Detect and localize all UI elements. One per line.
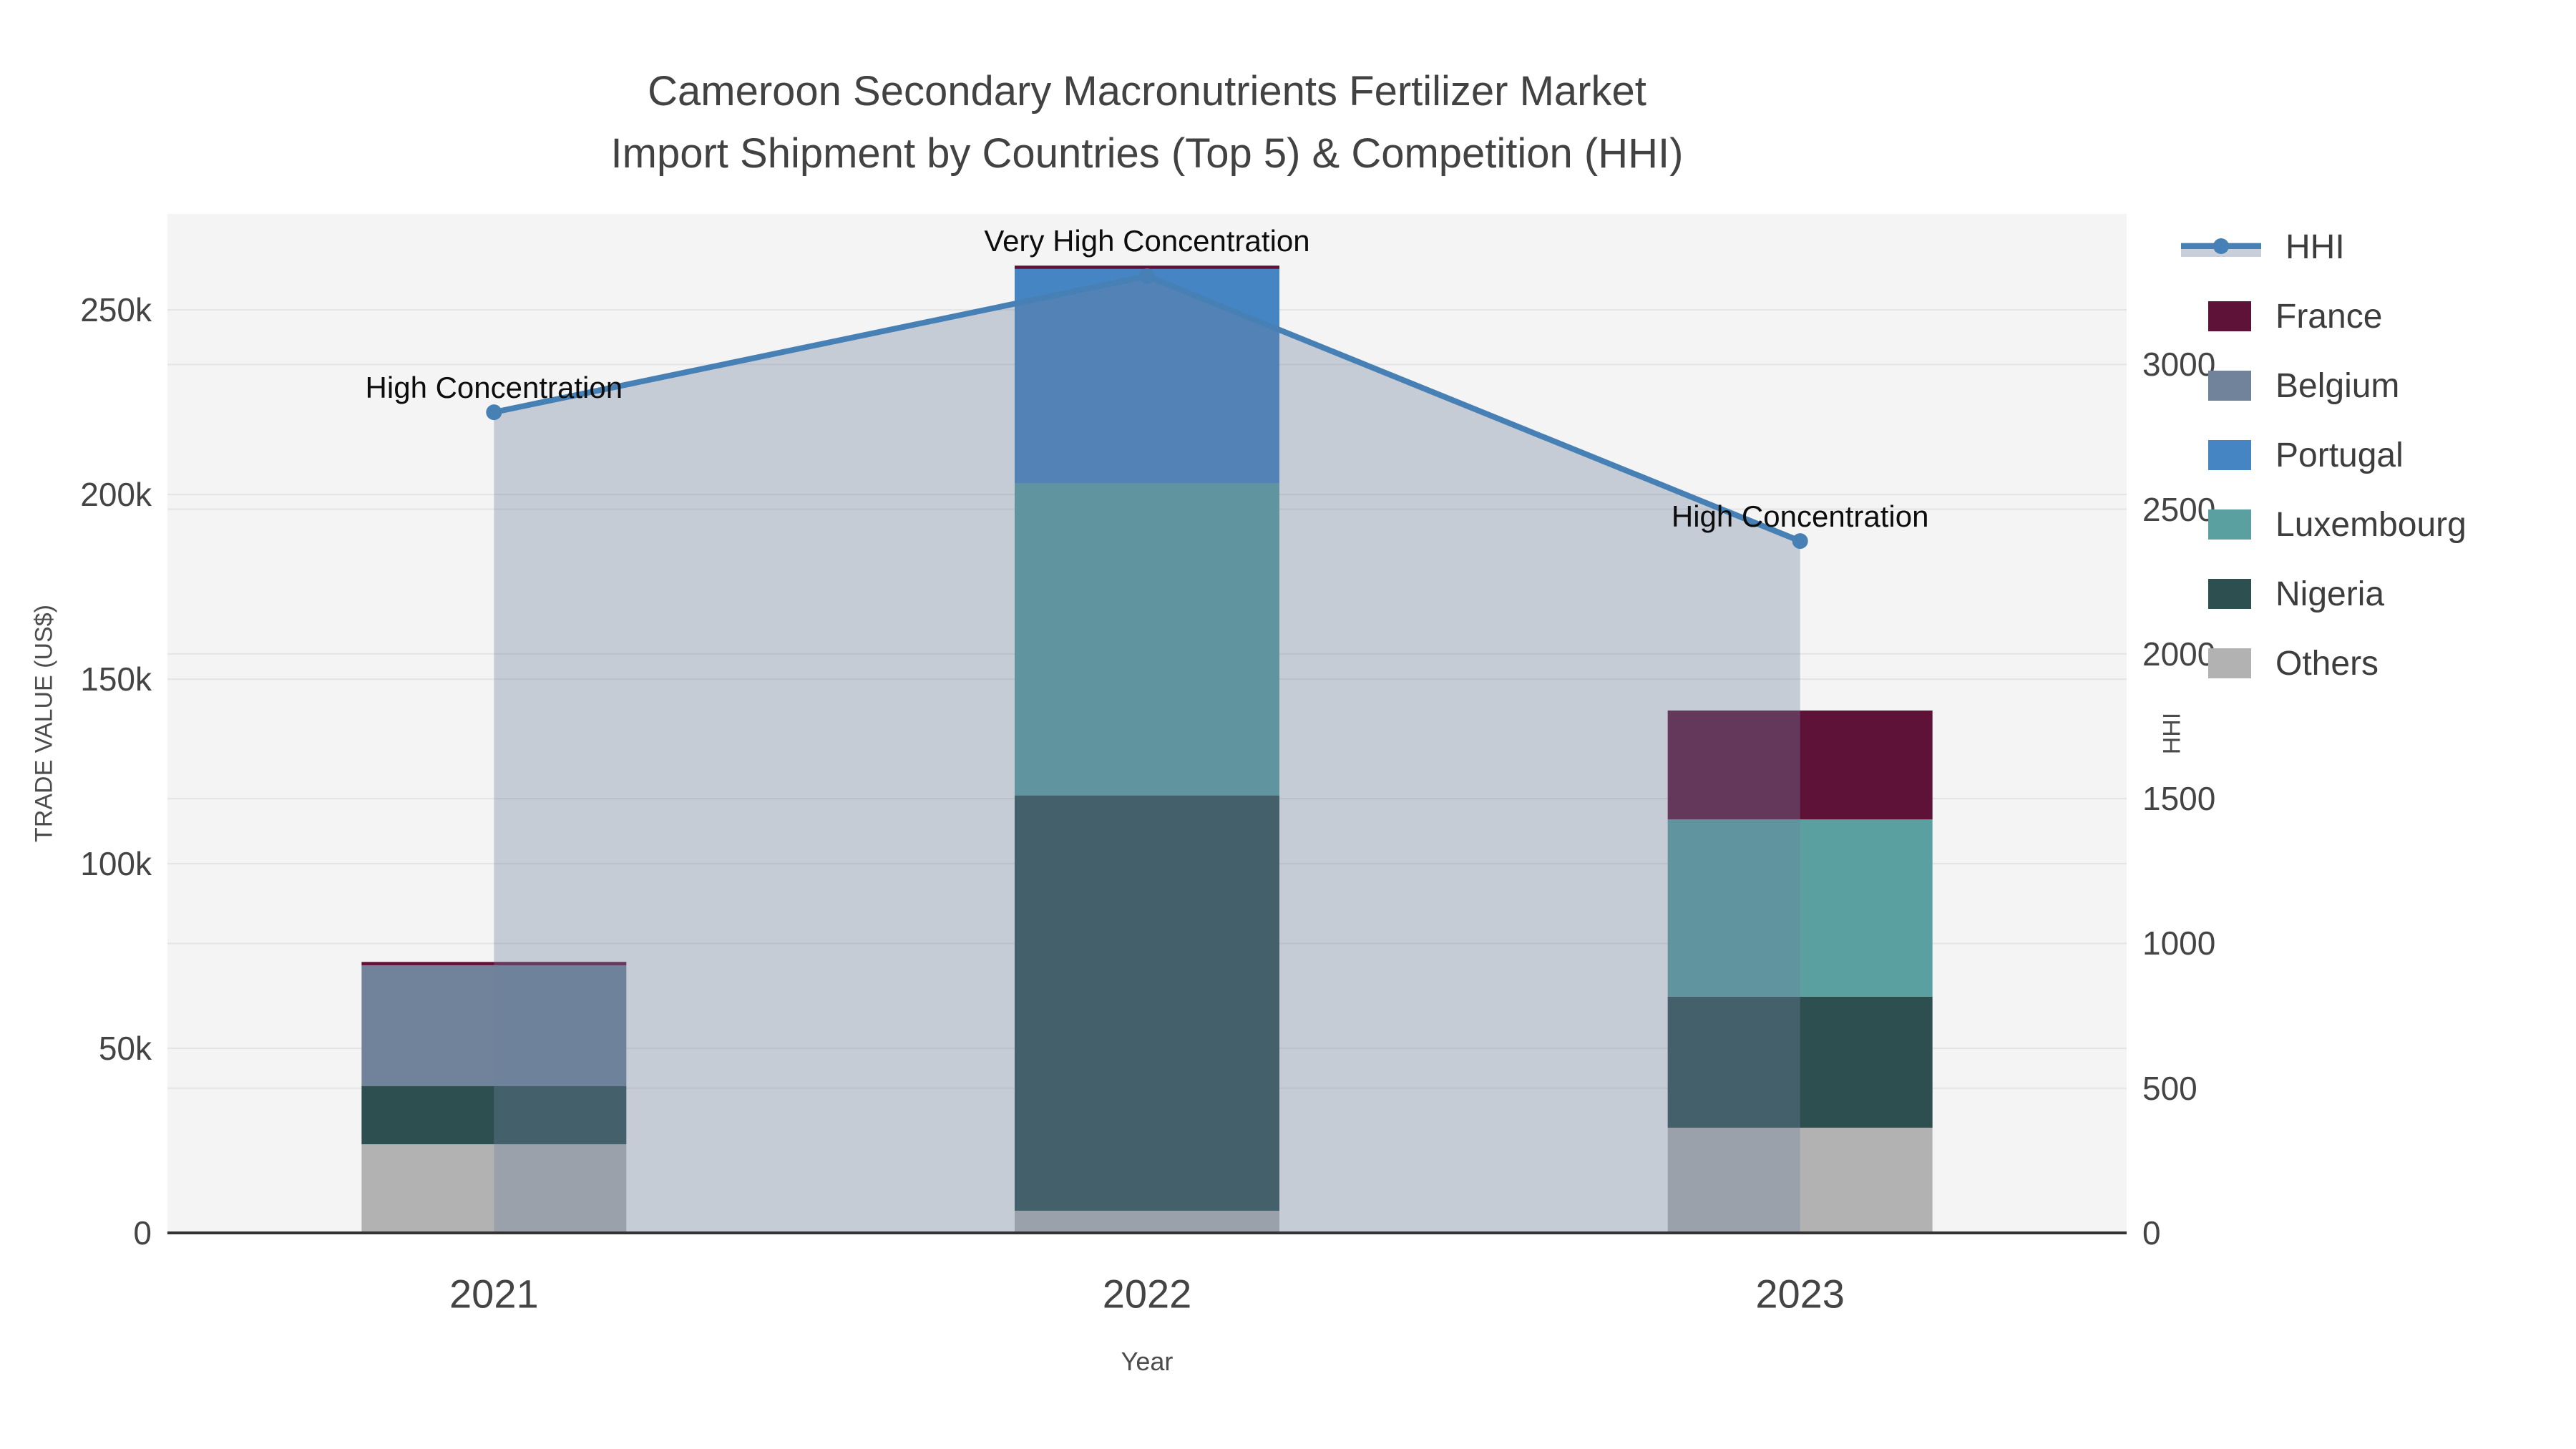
left-tick-200k: 200k (80, 476, 152, 514)
right-tick-0: 0 (2142, 1214, 2161, 1252)
legend-item-others[interactable]: Others (2175, 642, 2379, 685)
legend-swatch-others (2208, 648, 2251, 678)
left-tick-150k: 150k (80, 660, 152, 698)
x-tick-2021: 2021 (449, 1271, 539, 1317)
legend-swatch-nigeria (2208, 579, 2251, 609)
legend-label: Nigeria (2275, 575, 2385, 613)
left-tick-250k: 250k (80, 291, 152, 329)
right-tick-3000: 3000 (2142, 346, 2216, 384)
left-tick-0: 0 (133, 1214, 152, 1252)
annotation-2022: Very High Concentration (984, 224, 1310, 258)
legend-swatch-france (2208, 301, 2251, 331)
right-tick-2000: 2000 (2142, 635, 2216, 673)
legend-label: Portugal (2275, 436, 2404, 474)
chart-title-line2: Import Shipment by Countries (Top 5) & C… (610, 130, 1684, 177)
legend-swatch-belgium (2208, 371, 2251, 401)
legend-swatch-portugal (2208, 440, 2251, 470)
legend-item-nigeria[interactable]: Nigeria (2175, 572, 2384, 615)
bar-series-belgium[interactable] (361, 965, 627, 1086)
hhi-markers[interactable] (486, 268, 1808, 550)
bar-series-nigeria[interactable] (361, 795, 1933, 1211)
legend-swatch-luxembourg (2208, 509, 2251, 540)
right-tick-500: 500 (2142, 1069, 2197, 1107)
hhi-area (494, 275, 1800, 1233)
bar-series-luxembourg[interactable] (1015, 483, 1933, 997)
bar-series-france[interactable] (361, 265, 1933, 965)
annotation-2021: High Concentration (365, 371, 623, 405)
legend-item-luxembourg[interactable]: Luxembourg (2175, 503, 2467, 546)
left-axis-title: TRADE VALUE (US$) (30, 605, 58, 842)
bar-series-portugal[interactable] (1015, 268, 1279, 484)
legend-item-portugal[interactable]: Portugal (2175, 434, 2404, 477)
x-tick-2022: 2022 (1102, 1271, 1192, 1317)
x-tick-2023: 2023 (1755, 1271, 1845, 1317)
legend-item-belgium[interactable]: Belgium (2175, 364, 2399, 407)
x-axis-title: Year (1121, 1347, 1174, 1376)
legend-label: HHI (2285, 228, 2345, 266)
legend-item-france[interactable]: France (2175, 295, 2382, 338)
legend-label: France (2275, 297, 2383, 336)
legend-item-hhi[interactable]: HHI (2175, 225, 2345, 268)
left-tick-50k: 50k (98, 1030, 152, 1068)
hhi-line-icon (2181, 235, 2261, 259)
legend-label: Others (2275, 644, 2379, 683)
legend-label: Luxembourg (2275, 505, 2467, 544)
annotation-2023: High Concentration (1671, 499, 1929, 534)
right-tick-2500: 2500 (2142, 490, 2216, 528)
bar-series-others[interactable] (361, 1127, 1933, 1233)
left-tick-100k: 100k (80, 845, 152, 883)
right-axis-title: HHI (2158, 712, 2186, 755)
right-tick-1000: 1000 (2142, 924, 2216, 962)
chart-title-line1: Cameroon Secondary Macronutrients Fertil… (648, 68, 1646, 114)
legend-label: Belgium (2275, 366, 2400, 405)
right-tick-1500: 1500 (2142, 780, 2216, 818)
